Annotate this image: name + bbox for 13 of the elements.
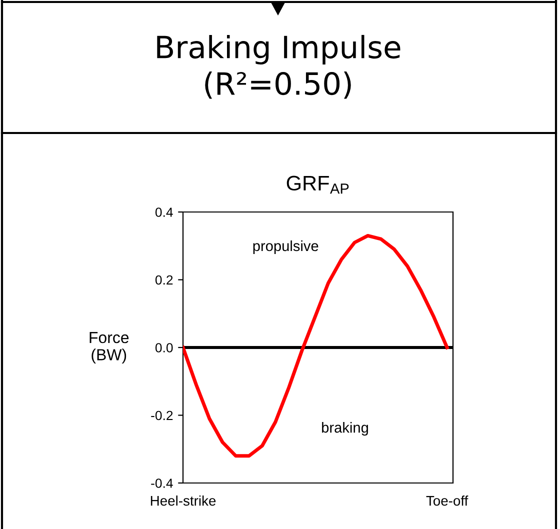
annotation: propulsive [253, 240, 318, 254]
y-tick-label: -0.2 [151, 410, 173, 420]
line-series [183, 234, 449, 458]
y-tick-label: -0.4 [151, 478, 173, 488]
chart-title: Braking Impulse (R²=0.50) [157, 34, 400, 99]
annotation: braking [322, 422, 368, 436]
chart-subtitle: GRF$_{AP}$ [286, 176, 349, 194]
y-axis-title: Force (BW) [90, 332, 129, 364]
x-tick-label: Toe-off [426, 496, 468, 506]
y-tick-label: 0.4 [155, 208, 173, 217]
x-tick-label: Heel-strike [150, 496, 216, 506]
y-tick-label: 0.0 [155, 343, 173, 352]
y-tick-label: 0.2 [155, 275, 173, 285]
